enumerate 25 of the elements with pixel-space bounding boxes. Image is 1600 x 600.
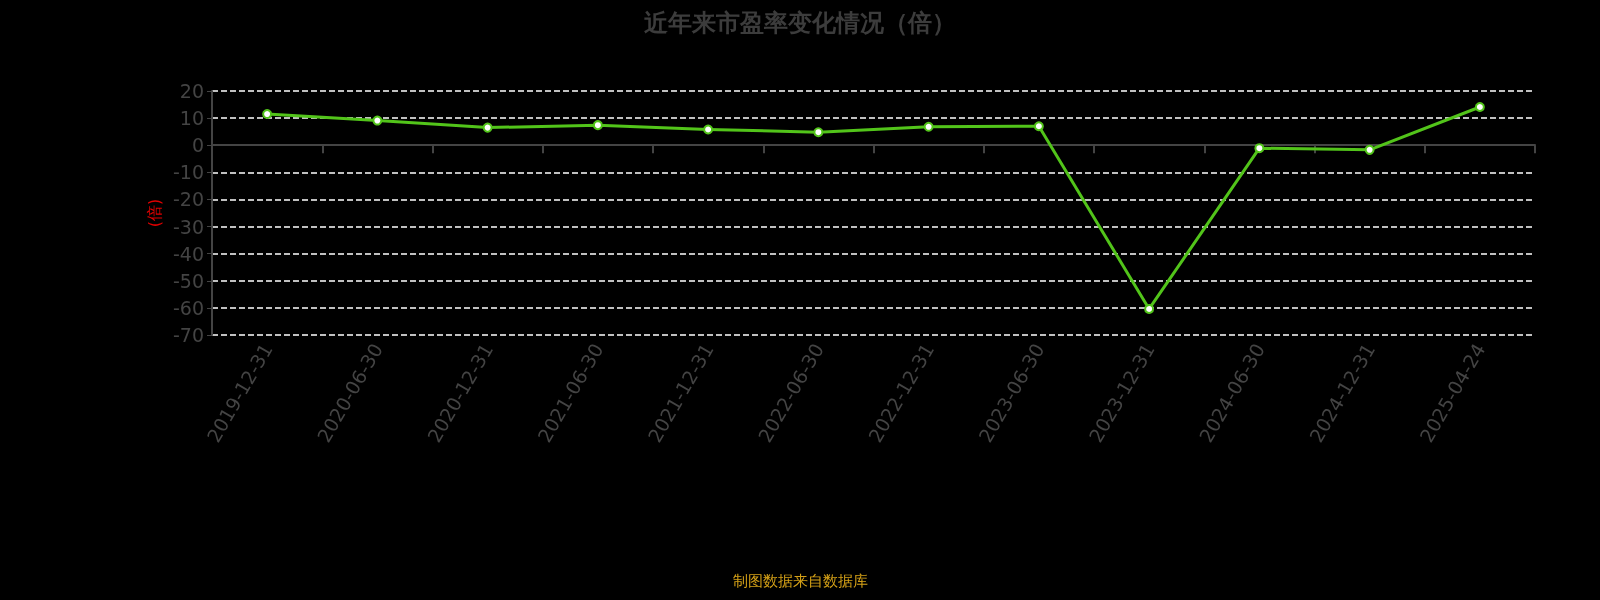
y-tick-label: 20 (179, 80, 204, 102)
point (482, 122, 493, 133)
y-tick-label: -70 (172, 324, 204, 346)
y-tick-label: 0 (191, 134, 204, 157)
point (1144, 303, 1155, 314)
point (1254, 143, 1265, 154)
text: 制图数据来自数据库 (732, 571, 868, 590)
point (813, 127, 824, 138)
point (592, 120, 603, 131)
point (703, 124, 714, 135)
point (1033, 121, 1044, 132)
y-tick-label: -50 (172, 269, 204, 292)
y-tick-label: -30 (172, 215, 204, 238)
point (262, 109, 273, 120)
point (923, 121, 934, 132)
y-tick-label: -40 (172, 242, 204, 265)
point (1474, 102, 1485, 112)
chart-title: 近年来市盈率变化情况（倍） (644, 9, 956, 37)
y-tick-label: -60 (172, 296, 204, 319)
y-axis-title: (倍) (144, 198, 164, 228)
point (372, 115, 383, 126)
y-tick-label: 10 (179, 107, 204, 130)
y-tick-label: -10 (172, 161, 204, 184)
y-tick-label: -20 (172, 188, 204, 211)
point (1364, 144, 1375, 155)
